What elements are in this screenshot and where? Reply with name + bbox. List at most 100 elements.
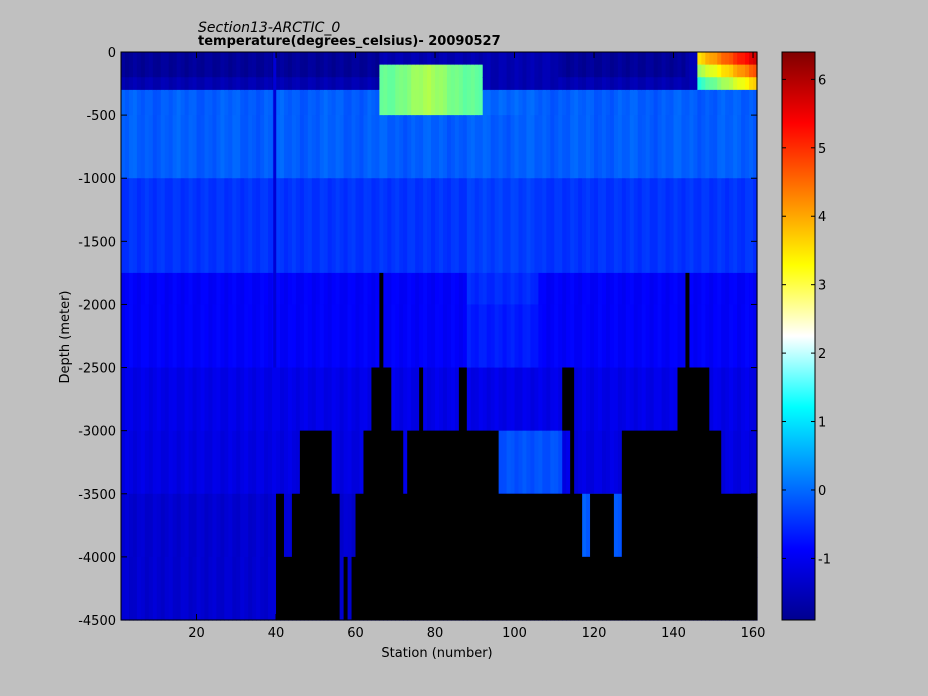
heatmap-cell: [685, 89, 691, 116]
heatmap-cell: [283, 89, 289, 116]
heatmap-cell: [184, 556, 190, 621]
heatmap-cell: [749, 89, 754, 116]
heatmap-cell: [617, 493, 623, 558]
heatmap-cell: [442, 178, 448, 274]
heatmap-cell: [617, 178, 623, 274]
heatmap-cell: [753, 64, 758, 78]
heatmap-cell: [717, 367, 722, 432]
heatmap-cell: [283, 178, 289, 274]
heatmap-cell: [240, 178, 245, 274]
heatmap-cell: [252, 304, 257, 369]
heatmap-cell: [482, 64, 488, 78]
heatmap-cell: [482, 304, 488, 369]
heatmap-cell: [709, 178, 714, 274]
heatmap-cell: [124, 52, 130, 66]
heatmap-cell: [649, 115, 655, 179]
heatmap-cell: [454, 52, 460, 66]
heatmap-cell: [685, 52, 691, 66]
heatmap-cell: [164, 493, 170, 558]
heatmap-cell: [613, 115, 619, 179]
heatmap-cell: [439, 367, 444, 432]
heatmap-cell: [637, 52, 643, 66]
heatmap-cell: [709, 304, 714, 369]
heatmap-cell: [705, 272, 710, 306]
heatmap-cell: [351, 272, 357, 306]
heatmap-cell: [335, 115, 341, 179]
heatmap-cell: [367, 77, 373, 91]
heatmap-cell: [268, 493, 273, 558]
heatmap-cell: [502, 115, 508, 179]
heatmap-cell: [359, 52, 365, 66]
heatmap-cell: [399, 304, 404, 369]
heatmap-cell: [236, 493, 241, 558]
heatmap-cell: [570, 304, 575, 369]
heatmap-cell: [570, 178, 575, 274]
heatmap-cell: [677, 52, 683, 66]
heatmap-cell: [395, 178, 400, 274]
heatmap-cell: [248, 430, 253, 495]
heatmap-cell: [399, 367, 404, 432]
heatmap-cell: [721, 89, 726, 116]
heatmap-cell: [395, 367, 400, 432]
heatmap-cell: [232, 304, 237, 369]
heatmap-cell: [649, 272, 655, 306]
heatmap-cell: [550, 304, 555, 369]
heatmap-cell: [204, 89, 210, 116]
colorbar-tick-label: 6: [818, 73, 826, 88]
heatmap-cell: [594, 178, 599, 274]
heatmap-cell: [260, 493, 265, 558]
heatmap-cell: [725, 304, 730, 369]
heatmap-cell: [558, 430, 563, 495]
heatmap-cell: [291, 77, 297, 91]
colorbar-tick-label: 2: [818, 347, 826, 362]
colorbar-tick-label: 4: [818, 210, 826, 225]
heatmap-cell: [526, 367, 532, 432]
heatmap-cell: [427, 77, 432, 91]
heatmap-cell: [383, 272, 388, 306]
heatmap-cell: [661, 64, 667, 78]
heatmap-cell: [498, 52, 504, 66]
heatmap-cell: [121, 64, 126, 78]
heatmap-cell: [403, 304, 408, 369]
heatmap-cell: [419, 304, 424, 369]
heatmap-cell: [208, 272, 214, 306]
heatmap-cell: [550, 430, 555, 495]
heatmap-cell: [152, 556, 158, 621]
heatmap-cell: [482, 178, 488, 274]
heatmap-cell: [264, 430, 269, 495]
heatmap-cell: [168, 89, 174, 116]
heatmap-cell: [260, 430, 265, 495]
heatmap-cell: [315, 272, 321, 306]
heatmap-cell: [403, 89, 408, 116]
heatmap-cell: [415, 272, 420, 306]
heatmap-cell: [570, 115, 575, 179]
heatmap-cell: [454, 367, 460, 432]
heatmap-cell: [745, 115, 750, 179]
heatmap-cell: [196, 272, 202, 306]
heatmap-cell: [283, 52, 289, 66]
heatmap-cell: [669, 178, 675, 274]
heatmap-cell: [184, 77, 190, 91]
heatmap-cell: [625, 272, 631, 306]
heatmap-cell: [717, 272, 722, 306]
heatmap-cell: [291, 89, 297, 116]
heatmap-cell: [482, 52, 488, 66]
heatmap-cell: [470, 304, 476, 369]
heatmap-cell: [188, 52, 194, 66]
heatmap-cell: [490, 304, 496, 369]
heatmap-cell: [486, 115, 492, 179]
heatmap-cell: [132, 115, 138, 179]
heatmap-cell: [260, 64, 265, 78]
heatmap-cell: [673, 52, 679, 66]
heatmap-cell: [534, 89, 539, 116]
heatmap-cell: [637, 64, 643, 78]
heatmap-cell: [550, 52, 555, 66]
heatmap-cell: [637, 272, 643, 306]
heatmap-cell: [594, 430, 599, 495]
heatmap-cell: [220, 493, 225, 558]
heatmap-cell: [609, 77, 615, 91]
heatmap-cell: [431, 367, 436, 432]
heatmap-cell: [319, 77, 325, 91]
heatmap-cell: [641, 89, 647, 116]
heatmap-cell: [367, 89, 373, 116]
